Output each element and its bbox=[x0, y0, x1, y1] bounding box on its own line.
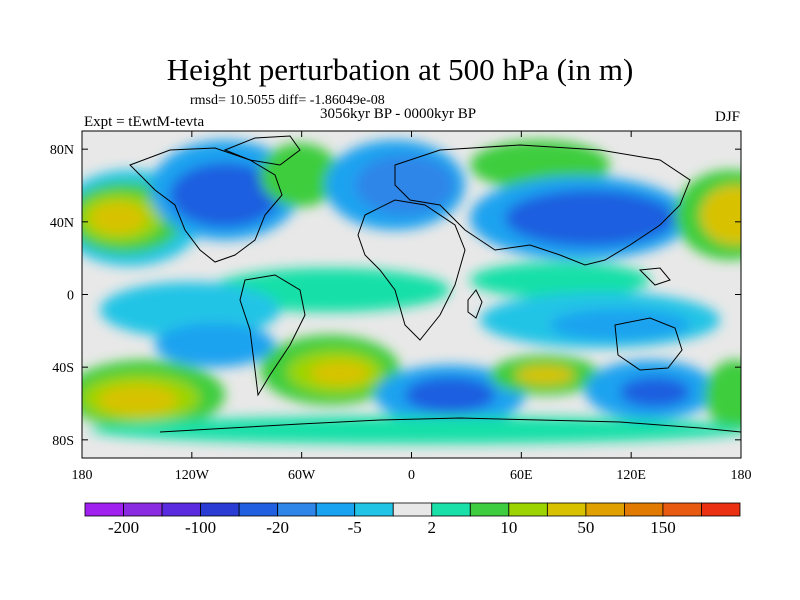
x-tick-label: 180 bbox=[72, 468, 93, 483]
coastline-south-america bbox=[239, 274, 306, 397]
coastline-australia bbox=[614, 317, 683, 371]
anomaly-region bbox=[700, 185, 741, 245]
anomaly-region bbox=[470, 262, 650, 298]
colorbar-swatch bbox=[200, 502, 240, 517]
x-tick-label: 60W bbox=[288, 468, 316, 483]
colorbar-swatch bbox=[546, 502, 587, 517]
anomaly-region bbox=[705, 360, 741, 430]
colorbar-label: 50 bbox=[577, 518, 594, 537]
colorbar-label: -100 bbox=[185, 518, 216, 537]
anomaly-region bbox=[505, 190, 675, 246]
anomaly-region bbox=[90, 416, 741, 444]
y-tick-label: 80S bbox=[52, 434, 74, 449]
coastlines bbox=[129, 135, 741, 433]
stats-line: rmsd= 10.5055 diff= -1.86049e-08 bbox=[190, 93, 385, 108]
colorbar-swatch bbox=[431, 502, 471, 517]
anomaly-region bbox=[620, 377, 690, 407]
colorbar-swatch bbox=[277, 502, 317, 517]
coastline-islands bbox=[638, 267, 671, 286]
coastline-north-america bbox=[129, 147, 283, 263]
colorbar-label: -20 bbox=[266, 518, 289, 537]
y-tick-label: 80N bbox=[50, 143, 74, 158]
colorbar-label: -5 bbox=[348, 518, 362, 537]
anomaly-region bbox=[90, 202, 146, 234]
colorbar-swatch bbox=[84, 502, 124, 517]
anomaly-region bbox=[355, 155, 455, 215]
x-tick-label: 120W bbox=[175, 468, 210, 483]
colorbar: -200 -100 -20 -5 2 10 50 150 bbox=[84, 502, 741, 537]
anomaly-region bbox=[98, 385, 178, 415]
height-field bbox=[82, 131, 741, 458]
colorbar-swatch bbox=[701, 502, 741, 517]
coastline-antarctica bbox=[159, 417, 741, 433]
colorbar-label: 2 bbox=[428, 518, 437, 537]
anomaly-region bbox=[170, 163, 280, 227]
coastline-africa bbox=[357, 199, 466, 341]
colorbar-label: -200 bbox=[108, 518, 139, 537]
colorbar-swatch bbox=[662, 502, 702, 517]
colorbar-label: 150 bbox=[650, 518, 676, 537]
coastline-greenland bbox=[223, 135, 301, 166]
anomaly-region bbox=[515, 365, 575, 385]
x-tick-label: 120E bbox=[616, 468, 646, 483]
anomaly-region bbox=[155, 323, 275, 367]
anomaly-region bbox=[550, 309, 690, 341]
colorbar-swatch bbox=[354, 502, 394, 517]
period-label: 3056kyr BP - 0000kyr BP bbox=[320, 106, 477, 122]
colorbar-swatch bbox=[392, 502, 433, 517]
colorbar-swatch bbox=[624, 502, 664, 517]
x-tick-label: 0 bbox=[408, 468, 415, 483]
coastline-eurasia bbox=[394, 144, 691, 266]
anomaly-region bbox=[405, 377, 495, 413]
y-tick-label: 40N bbox=[50, 216, 74, 231]
colorbar-swatch bbox=[469, 502, 510, 517]
colorbar-swatch bbox=[508, 502, 548, 517]
colorbar-swatch bbox=[123, 502, 163, 517]
y-axis: 80N 40N 0 40S 80S bbox=[50, 143, 741, 449]
x-axis: 180 120W 60W 0 60E 120E 180 bbox=[72, 131, 752, 483]
x-tick-label: 60E bbox=[510, 468, 533, 483]
anomaly-region bbox=[260, 143, 340, 207]
season-label: DJF bbox=[714, 109, 740, 125]
plot-title: Height perturbation at 500 hPa (in m) bbox=[166, 52, 634, 87]
x-tick-label: 180 bbox=[731, 468, 752, 483]
anomaly-region bbox=[310, 361, 370, 385]
y-tick-label: 40S bbox=[52, 361, 74, 376]
anomaly-region bbox=[100, 282, 280, 338]
colorbar-swatch bbox=[161, 502, 201, 517]
colorbar-label: 10 bbox=[500, 518, 517, 537]
coastline-madagascar bbox=[467, 289, 483, 319]
y-tick-label: 0 bbox=[67, 289, 74, 304]
colorbar-swatch bbox=[585, 502, 625, 517]
experiment-label: Expt = tEwtM-tevta bbox=[84, 114, 205, 130]
colorbar-swatch bbox=[315, 502, 356, 517]
colorbar-swatch bbox=[238, 502, 279, 517]
